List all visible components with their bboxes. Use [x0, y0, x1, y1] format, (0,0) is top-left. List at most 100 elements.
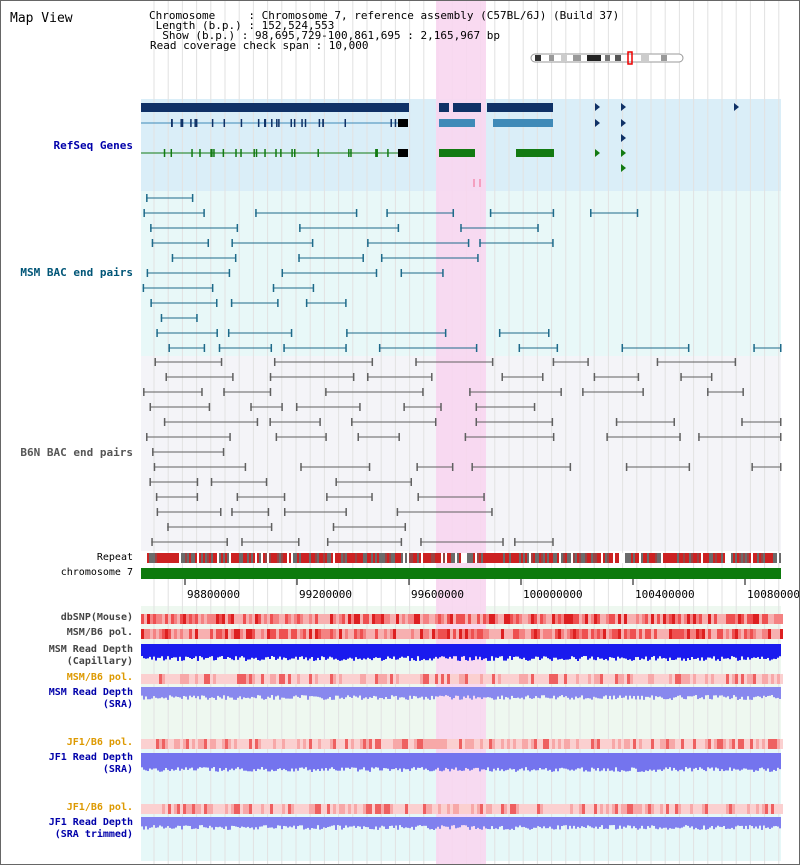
heatmap-cell	[279, 614, 282, 624]
repeat-cell	[261, 553, 263, 563]
depth-bar	[411, 687, 413, 699]
refseq-gene-block	[453, 103, 481, 112]
heatmap-cell	[543, 739, 546, 749]
jf1-b6-pol2-label[interactable]: JF1/B6 pol.	[66, 802, 133, 813]
depth-bar	[567, 753, 569, 770]
heatmap-cell	[714, 629, 717, 639]
depth-bar	[389, 817, 391, 827]
msm-depth-capillary-label[interactable]: MSM Read Depth (Capillary)	[49, 644, 133, 668]
depth-bar	[281, 687, 283, 698]
heatmap-cell	[276, 614, 279, 624]
depth-bar	[581, 817, 583, 827]
msm-b6-pol2-label[interactable]: MSM/B6 pol.	[66, 672, 133, 683]
depth-bar	[705, 817, 707, 830]
repeat-cell	[315, 553, 317, 563]
depth-bar	[579, 644, 581, 659]
heatmap-cell	[189, 674, 192, 684]
repeat-cell	[503, 553, 505, 563]
depth-bar	[491, 644, 493, 657]
heatmap-cell	[174, 739, 177, 749]
heatmap-cell	[444, 674, 447, 684]
heatmap-cell	[501, 614, 504, 624]
depth-bar	[771, 644, 773, 660]
repeat-cell	[655, 553, 657, 563]
heatmap-cell	[441, 739, 444, 749]
repeat-cell	[333, 553, 335, 563]
heatmap-cell	[582, 674, 585, 684]
depth-bar	[285, 753, 287, 771]
dbsnp-label[interactable]: dbSNP(Mouse)	[60, 612, 133, 623]
bac-end-mark	[326, 493, 328, 501]
depth-bar	[261, 753, 263, 768]
heatmap-cell	[735, 629, 738, 639]
depth-bar	[381, 753, 383, 771]
heatmap-cell	[165, 739, 168, 749]
refseq-strand-arrow	[595, 103, 600, 111]
depth-bar	[309, 644, 311, 659]
depth-bar	[607, 644, 609, 661]
heatmap-cell	[621, 804, 624, 814]
refseq-gene-block	[439, 119, 475, 127]
heatmap-cell	[573, 614, 576, 624]
heatmap-cell	[447, 614, 450, 624]
heatmap-cell	[219, 804, 222, 814]
heatmap-cell	[528, 614, 531, 624]
depth-bar	[267, 687, 269, 697]
depth-bar	[663, 753, 665, 770]
depth-bar	[699, 753, 701, 768]
heatmap-cell	[312, 804, 315, 814]
bac-end-mark	[569, 463, 572, 471]
repeat-cell	[689, 553, 691, 563]
repeat-cell	[221, 553, 223, 563]
repeat-cell	[701, 553, 703, 563]
repeat-cell	[465, 553, 467, 563]
depth-bar	[421, 753, 423, 768]
msm-depth-sra-label[interactable]: MSM Read Depth (SRA)	[49, 687, 133, 711]
heatmap-cell	[675, 674, 678, 684]
jf1-trimmed-label[interactable]: JF1 Read Depth (SRA trimmed)	[49, 817, 133, 841]
repeat-cell	[319, 553, 321, 563]
repeat-cell	[187, 553, 189, 563]
jf1-depth-label[interactable]: JF1 Read Depth (SRA)	[49, 752, 133, 776]
heatmap-cell	[576, 739, 579, 749]
depth-bar	[235, 753, 237, 769]
repeat-cell	[673, 553, 675, 563]
axis-tick-label: 100800000	[747, 588, 800, 601]
repeat-cell	[461, 553, 463, 563]
ideogram-band	[615, 55, 621, 61]
depth-bar	[289, 817, 291, 827]
depth-bar	[353, 644, 355, 661]
depth-bar	[627, 817, 629, 826]
depth-bar	[281, 817, 283, 830]
repeat-cell	[303, 553, 305, 563]
heatmap-cell	[276, 629, 279, 639]
depth-bar	[609, 644, 611, 658]
b6n-bac-label[interactable]: B6N BAC end pairs	[20, 446, 133, 459]
depth-bar	[257, 687, 259, 696]
repeat-cell	[181, 553, 183, 563]
heatmap-cell	[306, 614, 309, 624]
heatmap-cell	[159, 804, 162, 814]
depth-bar	[279, 817, 281, 826]
depth-bar	[515, 687, 517, 699]
refseq-genes-label[interactable]: RefSeq Genes	[53, 139, 133, 152]
msm-bac-label[interactable]: MSM BAC end pairs	[20, 266, 133, 279]
heatmap-cell	[471, 739, 474, 749]
heatmap-cell	[717, 739, 720, 749]
jf1-b6-pol-label[interactable]: JF1/B6 pol.	[66, 737, 133, 748]
heatmap-cell	[378, 629, 381, 639]
depth-bar	[737, 687, 739, 700]
repeat-cell	[163, 553, 165, 563]
heatmap-cell	[393, 804, 396, 814]
depth-bar	[429, 817, 431, 830]
heatmap-cell	[579, 804, 582, 814]
depth-bar	[535, 817, 537, 828]
heatmap-cell	[372, 629, 375, 639]
heatmap-cell	[708, 739, 711, 749]
depth-bar	[751, 687, 753, 700]
depth-bar	[271, 687, 273, 696]
bac-end-mark	[345, 508, 347, 516]
heatmap-cell	[240, 739, 243, 749]
msm-b6-pol-label[interactable]: MSM/B6 pol.	[66, 627, 133, 638]
